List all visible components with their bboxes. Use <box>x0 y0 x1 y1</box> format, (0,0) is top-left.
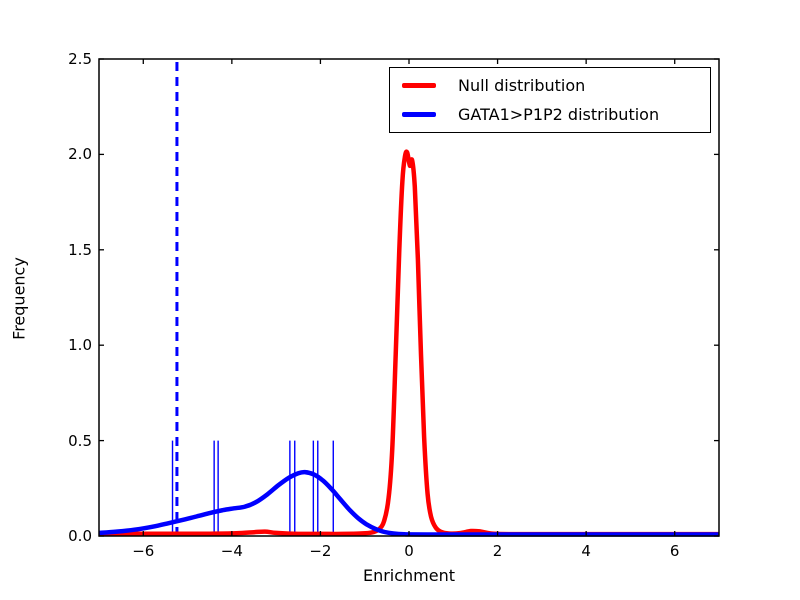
x-tick-label: 6 <box>669 542 680 560</box>
x-axis-label: Enrichment <box>362 566 456 585</box>
legend-line-swatch-red <box>402 83 436 88</box>
legend-label-gata1: GATA1>P1P2 distribution <box>458 105 660 124</box>
legend-line-swatch-blue <box>402 112 436 117</box>
x-tick-label: −2 <box>309 542 332 560</box>
y-tick-label: 2.5 <box>68 50 92 68</box>
x-tick-label: −6 <box>132 542 155 560</box>
legend-label-null: Null distribution <box>458 76 586 95</box>
y-axis-label: Frequency <box>9 257 29 340</box>
legend: Null distribution GATA1>P1P2 distributio… <box>389 67 711 133</box>
legend-entry-null: Null distribution <box>390 76 710 95</box>
y-tick-label: 0.0 <box>68 527 92 545</box>
y-tick-label: 2.0 <box>68 145 92 164</box>
x-tick-label: 2 <box>492 542 503 560</box>
legend-entry-gata1: GATA1>P1P2 distribution <box>390 105 710 124</box>
gata1-p1p2-distribution-curve <box>99 469 719 537</box>
y-tick-label: 1.5 <box>68 240 92 259</box>
x-tick-label: 0 <box>404 542 414 560</box>
y-tick-label: 1.0 <box>68 336 92 355</box>
y-tick-label: 0.5 <box>68 431 92 450</box>
x-tick-label: −4 <box>220 542 243 560</box>
null-distribution-curve <box>99 149 719 537</box>
x-tick-label: 4 <box>581 542 591 560</box>
